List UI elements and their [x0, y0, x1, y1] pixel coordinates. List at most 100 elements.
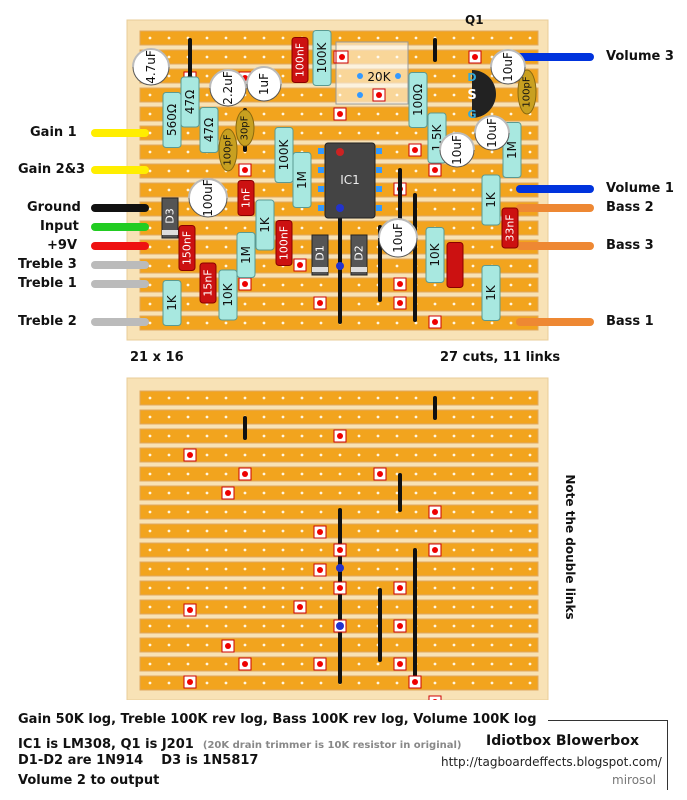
component-r100k_b: 100K — [312, 30, 332, 86]
component-r47b: 47Ω — [199, 107, 219, 153]
component-r1k_a: 1K — [255, 199, 275, 251]
component-r100k_a: 100K — [274, 127, 294, 183]
component-c100p_r: 100pF — [517, 69, 537, 115]
component-r100r: 100Ω — [408, 72, 428, 128]
component-c100p: 100pF — [218, 128, 238, 172]
component-c22u: 2.2uF — [209, 69, 247, 107]
ic1-label: IC1 — [340, 173, 360, 187]
label-d1: D1 — [314, 245, 327, 260]
component-d2: D2 — [350, 234, 368, 276]
double-links-note: Note the double links — [563, 474, 577, 620]
board-size: 21 x 16 — [130, 350, 184, 365]
label-r100r: 100Ω — [411, 84, 425, 116]
component-c47u: 4.7uF — [132, 48, 170, 86]
component-r1m_b: 1M — [236, 232, 256, 278]
label-r1m_b: 1M — [239, 246, 253, 264]
label-bass3: Bass 3 — [606, 238, 654, 253]
q1-transistor: D S G — [467, 70, 496, 121]
label-bass1: Bass 1 — [606, 314, 654, 329]
label-c47u: 4.7uF — [144, 50, 158, 84]
label-r560: 560Ω — [165, 104, 179, 136]
component-c10u_c: 10uF — [439, 132, 475, 168]
label-c33n: 33nF — [504, 214, 517, 241]
component-d1: D1 — [311, 234, 329, 276]
label-9v: +9V — [47, 238, 77, 253]
label-r47a: 47Ω — [183, 90, 197, 114]
component-c33n: 33nF — [501, 207, 519, 249]
solder-points — [336, 204, 344, 270]
label-volume1: Volume 1 — [606, 181, 674, 196]
blog-url: http://tagboardeffects.blogspot.com/ — [441, 755, 662, 769]
component-r1m_a: 1M — [292, 152, 312, 208]
component-c100n_top: 100nF — [291, 37, 309, 83]
title-rule-vertical — [667, 720, 668, 790]
note-line2: IC1 is LM308, Q1 is J201 (20K drain trim… — [18, 733, 462, 752]
label-c30p: 30pF — [240, 115, 251, 140]
component-c10u_q: 10uF — [490, 49, 526, 85]
component-c1u: 1uF — [246, 66, 282, 102]
label-c10u_d: 10uF — [391, 223, 405, 253]
label-c100p: 100pF — [223, 134, 234, 165]
label-r47b: 47Ω — [202, 118, 216, 142]
bottom-stripboard-layout — [126, 377, 549, 700]
cuts-links-count: 27 cuts, 11 links — [440, 350, 561, 365]
top-stripboard-layout: 20K IC1 D S G 560Ω47Ω47Ω100K100K100Ω1.5K… — [91, 19, 594, 341]
note-line2-aside: (20K drain trimmer is 10K resistor in or… — [202, 740, 462, 751]
label-c100p_r: 100pF — [522, 76, 533, 107]
label-r100k_b: 100K — [315, 41, 329, 73]
label-c15n: 15nF — [202, 269, 215, 296]
component-c10u_b: 10uF — [474, 115, 510, 151]
label-r100k_a: 100K — [277, 138, 291, 170]
label-volume3: Volume 3 — [606, 49, 674, 64]
label-c100u: 100uF — [201, 179, 215, 217]
component-d3: D3 — [161, 197, 179, 239]
trimmer-20k-label: 20K — [367, 70, 391, 84]
q1-pin-s: S — [467, 88, 476, 103]
wire-links-bottom — [243, 396, 437, 684]
label-input: Input — [40, 219, 79, 234]
ic1-chip: IC1 — [318, 142, 382, 219]
component-c330 — [446, 242, 464, 288]
label-r1k_r2: 1K — [484, 284, 498, 301]
label-gain23: Gain 2&3 — [18, 162, 86, 177]
q1-pin-g: G — [467, 108, 476, 121]
component-r10k_a: 10K — [425, 227, 445, 283]
label-treble2: Treble 2 — [18, 314, 77, 329]
component-r1k_b: 1K — [162, 280, 182, 326]
layout-title: Idiotbox Blowerbox — [486, 733, 639, 749]
trimmer-20k: 20K — [335, 41, 409, 105]
note-line4: Volume 2 to output — [18, 773, 160, 788]
label-treble3: Treble 3 — [18, 257, 77, 272]
component-r1k_r2: 1K — [481, 265, 501, 321]
label-c1n: 1nF — [240, 188, 253, 208]
label-c150n: 150nF — [181, 231, 194, 265]
note-line3: D1-D2 are 1N914 D3 is 1N5817 — [18, 753, 259, 768]
label-r1k_r: 1K — [484, 191, 498, 208]
q1-label: Q1 — [465, 13, 484, 27]
label-r1k_b: 1K — [165, 294, 179, 311]
note-line1: Gain 50K log, Treble 100K rev log, Bass … — [18, 712, 537, 727]
label-r1k_a: 1K — [258, 216, 272, 233]
label-gain1: Gain 1 — [30, 125, 77, 140]
label-c10u_q: 10uF — [501, 52, 515, 82]
offboard-wires — [91, 53, 594, 326]
component-c15n: 15nF — [199, 262, 217, 304]
label-r10k_b: 10K — [221, 282, 235, 306]
component-c30p: 30pF — [235, 109, 255, 147]
component-r1k_r: 1K — [481, 174, 501, 226]
label-r1m_a: 1M — [295, 171, 309, 189]
label-treble1: Treble 1 — [18, 276, 77, 291]
component-c150n: 150nF — [178, 225, 196, 271]
component-r10k_b: 10K — [218, 269, 238, 321]
label-bass2: Bass 2 — [606, 200, 654, 215]
label-c10u_b: 10uF — [485, 118, 499, 148]
title-rule — [548, 720, 668, 721]
component-c10u_d: 10uF — [378, 218, 418, 258]
solder-points-bottom — [183, 429, 442, 700]
component-c1n: 1nF — [237, 180, 255, 216]
label-d3: D3 — [164, 208, 177, 223]
note-line2-main: IC1 is LM308, Q1 is J201 — [18, 737, 194, 752]
label-r10k_a: 10K — [428, 242, 442, 266]
label-ground: Ground — [27, 200, 81, 215]
